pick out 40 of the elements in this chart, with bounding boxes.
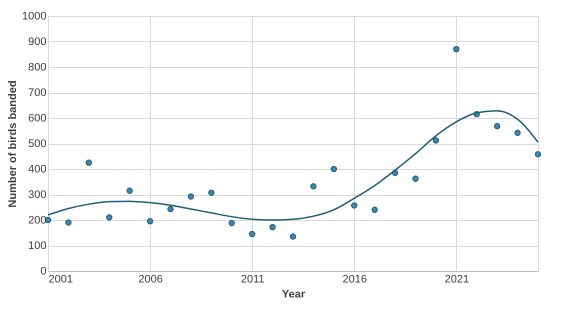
point: [494, 123, 500, 130]
y-tick-label: 600: [28, 112, 46, 124]
point: [351, 202, 358, 209]
x-tick-label: 2006: [138, 274, 163, 286]
point: [86, 159, 92, 166]
point: [228, 220, 235, 226]
point: [126, 188, 133, 194]
y-tick-label: 0: [40, 266, 46, 278]
x-tick-label: 2001: [48, 274, 73, 286]
y-tick-label: 400: [28, 164, 46, 176]
point: [453, 46, 460, 52]
y-tick-label: 300: [28, 189, 46, 201]
point: [188, 193, 194, 200]
point: [330, 166, 337, 172]
y-tick-label: 800: [28, 62, 46, 74]
point: [290, 233, 296, 240]
y-tick-label: 100: [28, 240, 46, 252]
point: [167, 206, 174, 212]
x-tick-label: 2016: [342, 274, 367, 286]
point: [310, 183, 317, 190]
x-axis-title: Year: [282, 288, 306, 300]
point: [146, 218, 154, 224]
point: [106, 214, 112, 221]
y-tick-label: 1000: [22, 10, 46, 22]
y-tick-label: 500: [28, 138, 46, 150]
line-series: [47, 110, 539, 221]
point: [65, 219, 72, 226]
point: [514, 130, 521, 136]
point: [208, 190, 214, 196]
y-tick-label: 900: [28, 36, 46, 48]
y-tick-label: 700: [28, 87, 46, 99]
point: [249, 230, 256, 238]
y-axis-title: Number of birds banded: [7, 80, 20, 208]
x-tick-label: 2011: [240, 274, 264, 286]
x-tick-label: 2021: [444, 274, 470, 286]
point: [269, 224, 276, 230]
point: [372, 206, 378, 213]
point: [432, 137, 440, 144]
point: [534, 151, 542, 158]
point: [412, 176, 419, 182]
